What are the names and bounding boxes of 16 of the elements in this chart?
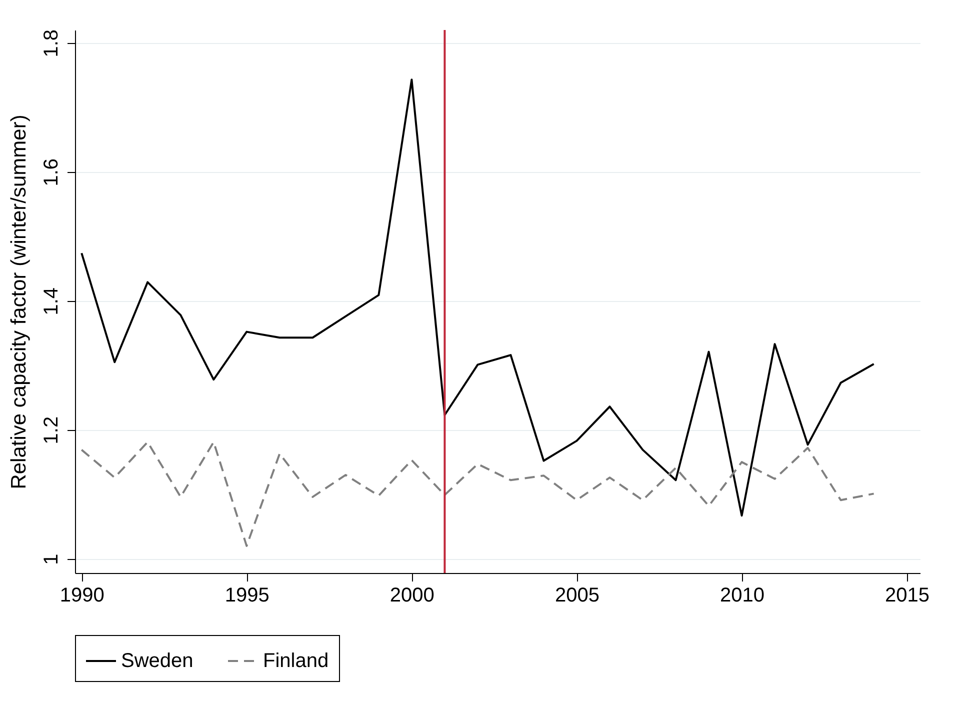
x-tick-label: 1990: [60, 584, 104, 606]
line-series: [80, 78, 875, 517]
x-tick-label: 2010: [720, 584, 765, 606]
y-axis-title: Relative capacity factor (winter/summer): [8, 114, 30, 490]
x-tick-label: 1995: [224, 584, 270, 606]
y-tick-label: 1.4: [40, 287, 62, 316]
x-tick-label: 2015: [885, 584, 930, 606]
y-tick-label: 1.6: [40, 158, 62, 186]
y-tick-label: 1.8: [40, 29, 62, 58]
y-tick-label: 1.2: [40, 416, 62, 444]
y-tick-label: 1: [40, 554, 62, 565]
x-tick-label: 2000: [390, 584, 434, 606]
x-tick-label: 2005: [554, 584, 600, 606]
legend-label: Finland: [263, 650, 329, 672]
line-series: [80, 441, 875, 547]
legend-label: Sweden: [121, 650, 194, 672]
